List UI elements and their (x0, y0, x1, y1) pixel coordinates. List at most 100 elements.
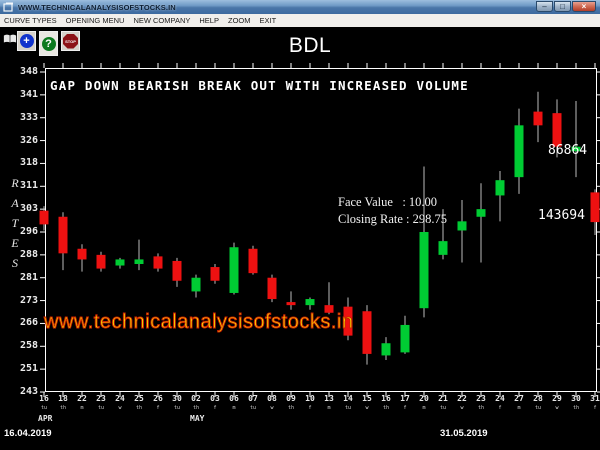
question-icon: ? (41, 36, 56, 51)
candle-body (58, 216, 68, 254)
candle-body (419, 232, 429, 309)
y-tick-label: 251 (19, 363, 38, 375)
x-tick-label: 29 (552, 394, 562, 403)
candle-body (343, 306, 353, 336)
x-tick-label: 25 (134, 394, 144, 403)
add-button[interactable]: + (17, 31, 36, 51)
y-tick-label: 341 (19, 88, 38, 100)
x-tick-label: 13 (324, 394, 334, 403)
y-tick-label: 326 (19, 134, 38, 146)
day-of-week-label: m (327, 405, 331, 411)
candle-body (77, 248, 87, 260)
day-of-week-label: tu (40, 405, 48, 411)
x-tick-label: 10 (305, 394, 315, 403)
window-icon (3, 2, 13, 12)
candle-body (381, 343, 391, 356)
candle-body (590, 192, 600, 223)
x-tick-label: 03 (210, 394, 220, 403)
day-of-week-label: tu (173, 405, 181, 411)
y-tick-label: 243 (19, 386, 38, 397)
x-tick-label: 14 (343, 394, 353, 403)
x-tick-label: 28 (533, 394, 543, 403)
day-of-week-label: w (555, 405, 559, 411)
x-tick-label: 08 (267, 394, 277, 403)
day-of-week-label: w (365, 405, 369, 411)
plot-area (39, 63, 600, 397)
plot-border (45, 68, 597, 392)
x-tick-label: 22 (457, 394, 467, 403)
y-tick-label: 281 (19, 271, 38, 283)
day-of-week-label: th (59, 405, 67, 411)
candle-body (305, 299, 315, 306)
x-tick-label: 23 (476, 394, 486, 403)
month-label: MAY (190, 414, 205, 423)
candle-body (552, 113, 562, 147)
maximize-button[interactable]: □ (554, 1, 571, 12)
candle-body (362, 311, 372, 354)
minimize-button[interactable]: – (536, 1, 553, 12)
day-of-week-label: f (403, 405, 407, 411)
y-tick-label: 266 (19, 317, 38, 329)
x-tick-label: 16 (381, 394, 391, 403)
face-value-line: Face Value : 10.00 (338, 195, 438, 209)
candle-body (96, 254, 106, 269)
x-tick-label: 30 (571, 394, 581, 403)
x-tick-label: 15 (362, 394, 372, 403)
day-of-week-label: m (517, 405, 521, 411)
volume-label-1: 86864 (548, 143, 588, 158)
start-date: 16.04.2019 (4, 428, 52, 439)
day-of-week-label: f (213, 405, 217, 411)
end-date: 31.05.2019 (440, 428, 488, 439)
day-of-week-label: tu (344, 405, 352, 411)
help-button[interactable]: ? (39, 31, 58, 56)
y-tick-label: 333 (19, 111, 38, 123)
close-button[interactable]: × (572, 1, 596, 12)
x-tick-label: 17 (400, 394, 410, 403)
open-book-icon[interactable] (3, 33, 17, 45)
candle-body (457, 221, 467, 231)
candle-body (267, 277, 277, 300)
menu-item-new-company[interactable]: NEW COMPANY (133, 16, 191, 25)
candle-body (438, 241, 448, 255)
day-of-week-label: w (270, 405, 274, 411)
x-tick-label: 16 (39, 394, 49, 403)
candle-body (248, 248, 258, 274)
y-tick-label: 258 (19, 340, 38, 352)
menu-item-help[interactable]: HELP (199, 16, 219, 25)
menu-item-curve-types[interactable]: CURVE TYPES (4, 16, 57, 25)
plus-icon: + (19, 34, 34, 48)
stop-sign-icon: STOP (63, 33, 78, 49)
day-of-week-label: th (572, 405, 580, 411)
menu-item-opening-menu[interactable]: OPENING MENU (65, 16, 125, 25)
y-tick-label: 318 (19, 157, 38, 169)
candle-body (533, 111, 543, 126)
menu-item-exit[interactable]: EXIT (259, 16, 277, 25)
day-of-week-label: tu (534, 405, 542, 411)
stop-button[interactable]: STOP (61, 31, 80, 51)
y-axis-title: RATES (8, 176, 22, 276)
day-of-week-label: th (382, 405, 390, 411)
closing-rate-line: Closing Rate : 298.75 (338, 212, 448, 226)
y-tick-label: 288 (19, 248, 38, 260)
y-tick-label: 273 (19, 294, 38, 306)
x-tick-label: 26 (153, 394, 163, 403)
candle-body (229, 247, 239, 293)
day-of-week-label: tu (97, 405, 105, 411)
title-bar: WWW.TECHNICALANALYSISOFSTOCKS.IN – □ × (0, 0, 600, 14)
day-of-week-label: w (460, 405, 464, 411)
chart-annotation: GAP DOWN BEARISH BREAK OUT WITH INCREASE… (50, 78, 469, 93)
day-of-week-label: m (232, 405, 236, 411)
x-tick-label: 30 (172, 394, 182, 403)
y-tick-label: 348 (19, 66, 38, 77)
watermark: www.technicalanalysisofstocks.in (43, 311, 354, 334)
window-title: WWW.TECHNICALANALYSISOFSTOCKS.IN (18, 2, 176, 12)
candle-body (39, 210, 49, 225)
day-of-week-label: f (498, 405, 502, 411)
menu-item-zoom[interactable]: ZOOM (227, 16, 251, 25)
candle-body (115, 259, 125, 266)
y-tick-label: 303 (19, 203, 38, 215)
candle-body (153, 256, 163, 269)
candle-body (495, 180, 505, 196)
y-tick-label: 296 (19, 226, 38, 237)
candle-body (514, 125, 524, 178)
